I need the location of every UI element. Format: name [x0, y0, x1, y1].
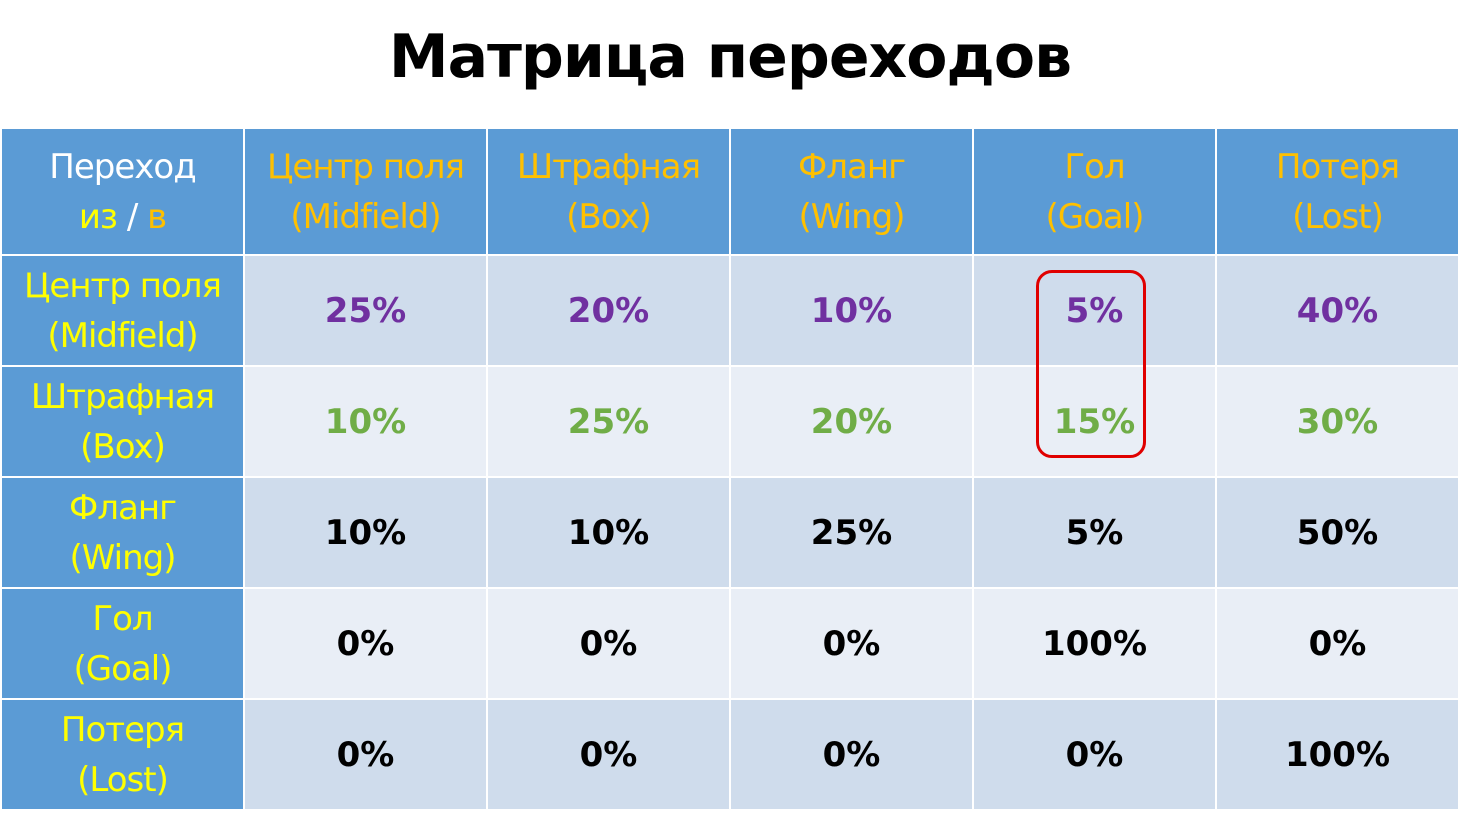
row-header-sublabel: (Goal) — [73, 648, 173, 689]
column-header-label: Гол — [1064, 146, 1125, 187]
table-row-lost: Потеря (Lost) 0% 0% 0% 0% 100% — [0, 698, 1460, 811]
table-cell: 25% — [729, 476, 974, 589]
table-cell: 0% — [729, 587, 974, 700]
cell-value: 5% — [1065, 290, 1124, 331]
row-header-box: Штрафная (Box) — [0, 365, 245, 478]
cell-value: 25% — [567, 401, 650, 442]
column-header-midfield: Центр поля (Midfield) — [243, 127, 488, 256]
table-cell: 30% — [1215, 365, 1460, 478]
corner-from: из — [78, 196, 118, 237]
cell-value: 25% — [324, 290, 407, 331]
cell-value: 10% — [567, 512, 650, 553]
table-cell: 0% — [729, 698, 974, 811]
cell-value: 0% — [1065, 734, 1124, 775]
row-header-sublabel: (Lost) — [77, 759, 169, 800]
table-cell: 50% — [1215, 476, 1460, 589]
row-header-goal: Гол (Goal) — [0, 587, 245, 700]
column-header-label: Штрафная — [516, 146, 701, 187]
cell-value: 0% — [822, 623, 881, 664]
cell-value: 0% — [336, 734, 395, 775]
cell-value: 40% — [1296, 290, 1379, 331]
cell-value: 10% — [324, 401, 407, 442]
row-header-sublabel: (Wing) — [69, 537, 177, 578]
corner-separator: / — [126, 196, 139, 237]
cell-value: 100% — [1284, 734, 1391, 775]
column-header-label: Центр поля — [267, 146, 465, 187]
table-cell: 10% — [243, 365, 488, 478]
cell-value: 0% — [579, 734, 638, 775]
row-header-sublabel: (Midfield) — [47, 315, 198, 356]
table-cell: 20% — [486, 254, 731, 367]
table-cell: 100% — [1215, 698, 1460, 811]
table-header-row: Переход из / в Центр поля (Midfield) Штра… — [0, 127, 1460, 256]
page-title: Матрица переходов — [388, 22, 1072, 92]
cell-value: 0% — [1308, 623, 1367, 664]
column-header-lost: Потеря (Lost) — [1215, 127, 1460, 256]
table-cell: 15% — [972, 365, 1217, 478]
row-header-label: Потеря — [60, 709, 185, 750]
column-header-sublabel: (Box) — [566, 196, 652, 237]
cell-value: 20% — [810, 401, 893, 442]
table-cell: 100% — [972, 587, 1217, 700]
table-row-goal: Гол (Goal) 0% 0% 0% 100% 0% — [0, 587, 1460, 700]
column-header-wing: Фланг (Wing) — [729, 127, 974, 256]
cell-value: 10% — [810, 290, 893, 331]
table-cell: 5% — [972, 254, 1217, 367]
table-cell: 20% — [729, 365, 974, 478]
row-header-label: Фланг — [69, 487, 177, 528]
column-header-sublabel: (Midfield) — [290, 196, 441, 237]
table-cell: 0% — [486, 587, 731, 700]
transition-matrix-table: Переход из / в Центр поля (Midfield) Штра… — [0, 127, 1460, 811]
corner-from-to: из / в — [2, 192, 243, 242]
corner-label: Переход — [49, 146, 196, 187]
cell-value: 100% — [1041, 623, 1148, 664]
cell-value: 5% — [1065, 512, 1124, 553]
table-cell: 0% — [1215, 587, 1460, 700]
corner-to: в — [147, 196, 167, 237]
table-row-box: Штрафная (Box) 10% 25% 20% 15% 30% — [0, 365, 1460, 478]
cell-value: 15% — [1053, 401, 1136, 442]
row-header-label: Гол — [92, 598, 153, 639]
table-row-midfield: Центр поля (Midfield) 25% 20% 10% 5% 40% — [0, 254, 1460, 367]
table-cell: 0% — [972, 698, 1217, 811]
cell-value: 0% — [579, 623, 638, 664]
cell-value: 20% — [567, 290, 650, 331]
row-header-label: Штрафная — [30, 376, 215, 417]
row-header-midfield: Центр поля (Midfield) — [0, 254, 245, 367]
column-header-box: Штрафная (Box) — [486, 127, 731, 256]
column-header-sublabel: (Lost) — [1292, 196, 1384, 237]
cell-value: 0% — [822, 734, 881, 775]
table-cell: 10% — [729, 254, 974, 367]
cell-value: 10% — [324, 512, 407, 553]
cell-value: 30% — [1296, 401, 1379, 442]
table-row-wing: Фланг (Wing) 10% 10% 25% 5% 50% — [0, 476, 1460, 589]
table-cell: 10% — [486, 476, 731, 589]
column-header-sublabel: (Goal) — [1045, 196, 1145, 237]
column-header-label: Фланг — [798, 146, 906, 187]
table-cell: 0% — [243, 587, 488, 700]
row-header-sublabel: (Box) — [80, 426, 166, 467]
table-cell: 40% — [1215, 254, 1460, 367]
table-cell: 25% — [243, 254, 488, 367]
table-cell: 0% — [243, 698, 488, 811]
table-cell: 0% — [486, 698, 731, 811]
table-cell: 5% — [972, 476, 1217, 589]
cell-value: 0% — [336, 623, 395, 664]
row-header-lost: Потеря (Lost) — [0, 698, 245, 811]
table-cell: 25% — [486, 365, 731, 478]
column-header-label: Потеря — [1275, 146, 1400, 187]
column-header-goal: Гол (Goal) — [972, 127, 1217, 256]
row-header-wing: Фланг (Wing) — [0, 476, 245, 589]
row-header-label: Центр поля — [24, 265, 222, 306]
corner-header-cell: Переход из / в — [0, 127, 245, 256]
cell-value: 50% — [1296, 512, 1379, 553]
column-header-sublabel: (Wing) — [798, 196, 906, 237]
cell-value: 25% — [810, 512, 893, 553]
table-cell: 10% — [243, 476, 488, 589]
